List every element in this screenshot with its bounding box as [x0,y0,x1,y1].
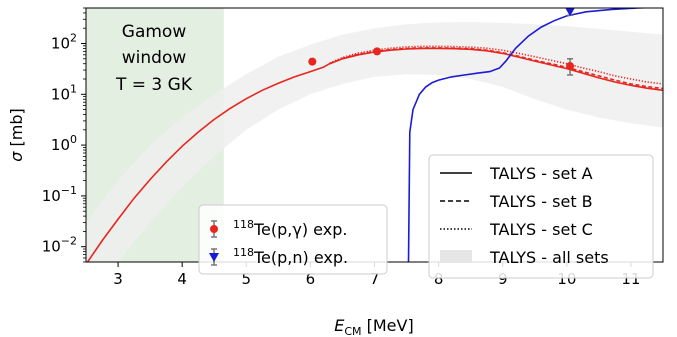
legend-pn-marker [209,253,219,262]
legend-set-c-label: TALYS - set C [489,220,593,239]
x-tick-label-6: 6 [306,270,316,288]
y-tick-label-2: 102 [51,32,77,53]
exp-point-0-2 [566,58,575,76]
exp-point-1-0 [565,8,575,17]
talys-all-sets-band [86,22,663,262]
legend-talys: TALYS - set A TALYS - set B TALYS - set … [428,154,654,279]
legend-entry-pn: 118Te(p,n) exp. [209,246,348,267]
x-axis-label: ECM [MeV] [334,316,413,337]
legend-entry-pg: 118Te(p,γ) exp. [210,218,347,239]
y-tick-label-1: 101 [51,82,77,103]
series-line-2 [329,45,663,85]
gamow-label-line3: T = 3 GK [115,75,193,95]
series-layer [86,8,663,262]
series-line-3 [407,8,661,262]
x-tick-label-3: 3 [113,270,123,288]
y-tick-label-−1: 10−1 [42,184,77,205]
series-line-1 [329,47,663,90]
y-axis-ticks: 10−2 10−1 100 101 102 [42,7,86,263]
gamow-window-label: Gamow window T = 3 GK [115,22,193,95]
gamow-label-line1: Gamow [122,22,187,42]
y-axis-label: σ [mb] [7,108,26,161]
exp-point-0-0 [308,57,317,66]
x-tick-label-5: 5 [242,270,252,288]
legend-set-b-label: TALYS - set B [489,192,593,211]
legend-set-a-label: TALYS - set A [489,164,593,183]
plot-area [86,8,663,262]
y-tick-label-−2: 10−2 [42,235,77,256]
series-line-0 [86,47,663,262]
legend-experiments: 118Te(p,γ) exp. 118Te(p,n) exp. [198,204,388,275]
legend-pn-label: 118Te(p,n) exp. [233,246,348,267]
y-tick-label-0: 100 [51,133,77,154]
exp-point-0-1 [373,47,382,56]
x-tick-label-8: 8 [434,270,444,288]
experiment-layer [308,8,575,76]
legend-pg-label: 118Te(p,γ) exp. [233,218,347,239]
legend-pg-marker [210,225,218,233]
x-tick-label-9: 9 [498,270,508,288]
x-tick-label-4: 4 [177,270,187,288]
legend-band-label: TALYS - all sets [489,248,609,267]
legend-band-swatch [440,250,472,263]
x-tick-label-7: 7 [370,270,380,288]
gamow-label-line2: window [122,48,187,68]
